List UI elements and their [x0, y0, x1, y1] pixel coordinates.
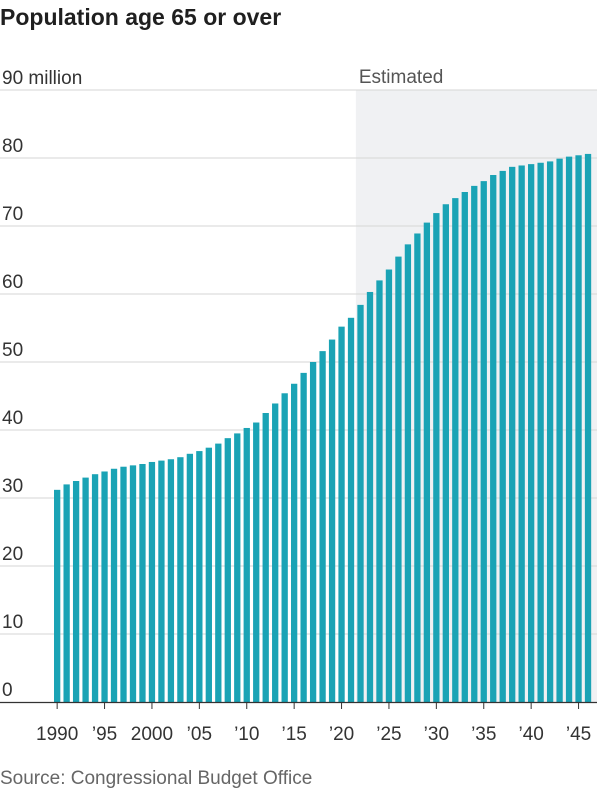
- bar-2032: [452, 198, 459, 702]
- bar-2016: [300, 372, 307, 702]
- gridlines: [0, 89, 597, 635]
- bar-2026: [395, 256, 402, 702]
- bar-1999: [139, 464, 146, 702]
- bar-2006: [205, 447, 212, 702]
- bar-2038: [509, 166, 516, 703]
- y-tick-label: 20: [2, 544, 23, 565]
- bar-2011: [253, 422, 260, 702]
- bar-2009: [234, 433, 241, 702]
- x-axis-ticks: 1990 ’95 2000 ’05 ’10 ’15 ’20 ’25 ’30 ’35 ’40 ’45: [36, 702, 591, 745]
- bar-2029: [423, 222, 431, 702]
- bar-2021: [347, 317, 355, 702]
- bar-1996: [110, 468, 118, 702]
- x-tick-label: ’35: [471, 724, 496, 745]
- bar-2013: [272, 403, 279, 702]
- x-tick-label: ’95: [92, 724, 117, 745]
- estimated-label: Estimated: [359, 67, 443, 88]
- bar-2008: [224, 438, 231, 702]
- x-tick-label: 2000: [131, 724, 173, 745]
- bar-2044: [565, 156, 573, 702]
- bar-1995: [101, 471, 108, 702]
- bar-2043: [556, 158, 563, 702]
- bar-2001: [158, 460, 165, 702]
- bar-2003: [177, 457, 184, 702]
- bar-2039: [518, 165, 525, 703]
- bars: [54, 153, 592, 703]
- bar-2036: [490, 175, 497, 702]
- bar-2000: [148, 461, 156, 702]
- bar-2010: [243, 427, 250, 702]
- y-tick-label: 80: [2, 136, 23, 157]
- y-tick-label: 70: [2, 204, 23, 225]
- bar-2020: [338, 326, 345, 702]
- x-tick-label: ’45: [566, 724, 591, 745]
- bar-2027: [404, 244, 412, 703]
- bar-2022: [357, 304, 364, 702]
- bar-2024: [376, 280, 383, 702]
- bar-2040: [528, 164, 535, 702]
- bar-1990: [54, 489, 61, 702]
- y-tick-label: 40: [2, 408, 23, 429]
- bar-2014: [281, 393, 288, 702]
- bar-1991: [63, 484, 70, 702]
- bar-2002: [167, 459, 175, 702]
- bar-1993: [82, 477, 89, 702]
- bar-2015: [291, 383, 298, 702]
- bar-2046: [584, 153, 592, 703]
- x-tick-label: ’30: [424, 724, 449, 745]
- bar-2030: [433, 213, 440, 702]
- bar-2042: [546, 161, 554, 702]
- bar-2018: [319, 351, 326, 702]
- bar-2031: [442, 204, 449, 703]
- y-tick-label: 10: [2, 612, 23, 633]
- y-tick-label: 90 million: [2, 68, 82, 89]
- bar-2037: [499, 170, 506, 703]
- bar-2025: [385, 269, 393, 702]
- bar-2005: [196, 451, 203, 702]
- bar-1997: [120, 466, 127, 702]
- bar-2034: [471, 185, 478, 702]
- bar-2007: [215, 443, 222, 702]
- bar-1998: [129, 465, 137, 702]
- y-tick-label: 0: [2, 680, 13, 701]
- x-tick-label: ’15: [281, 724, 306, 745]
- x-tick-label: ’05: [187, 724, 212, 745]
- bar-2017: [309, 362, 317, 702]
- chart-title: Population age 65 or over: [0, 4, 282, 30]
- y-axis-labels: 0 10 20 30 40 50 60 70 80 90 million: [2, 68, 82, 701]
- bar-2028: [414, 233, 421, 703]
- bar-1992: [72, 481, 80, 702]
- bar-2019: [328, 339, 336, 702]
- bar-1994: [91, 474, 99, 702]
- bar-2033: [461, 192, 468, 702]
- source-note: Source: Congressional Budget Office: [0, 768, 313, 789]
- bar-2035: [480, 181, 487, 702]
- x-tick-label: ’10: [234, 724, 259, 745]
- y-tick-label: 30: [2, 476, 23, 497]
- x-tick-label: ’40: [518, 724, 543, 745]
- y-tick-label: 60: [2, 272, 23, 293]
- bar-2012: [262, 413, 269, 702]
- y-tick-label: 50: [2, 340, 23, 361]
- x-tick-label: ’25: [376, 724, 401, 745]
- bar-2045: [575, 155, 582, 702]
- bar-2004: [186, 453, 194, 702]
- x-tick-label: ’20: [329, 724, 354, 745]
- bar-2041: [537, 162, 544, 702]
- x-tick-label: 1990: [36, 724, 78, 745]
- bar-2023: [366, 291, 374, 702]
